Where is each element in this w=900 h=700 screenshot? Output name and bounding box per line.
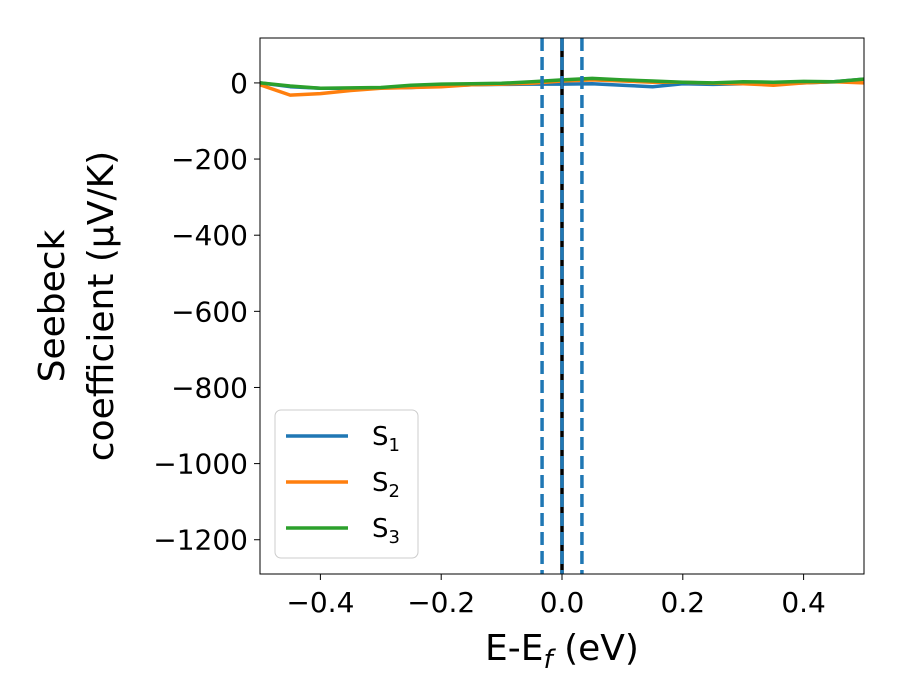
- y-axis-ticks: 0 −200 −400 −600 −800 −1000 −1200: [153, 67, 260, 557]
- y-tick-label: −1200: [153, 524, 248, 557]
- y-tick-label: −1000: [153, 448, 248, 481]
- y-tick-label: −800: [171, 371, 248, 404]
- x-tick-label: −0.2: [407, 586, 475, 619]
- legend-frame: [274, 409, 419, 559]
- y-axis-label-line2: coefficient (μV/K): [81, 151, 122, 461]
- x-tick-label: −0.4: [286, 586, 354, 619]
- legend: S1 S2 S3: [274, 409, 419, 559]
- x-tick-label: 0.0: [540, 586, 585, 619]
- y-tick-label: 0: [230, 67, 248, 100]
- plot-area: [260, 38, 864, 574]
- x-tick-label: 0.2: [661, 586, 706, 619]
- legend-label-s2: S2: [372, 468, 400, 502]
- x-axis-label: E-Ef (eV): [485, 628, 639, 675]
- y-tick-label: −600: [171, 295, 248, 328]
- x-tick-label: 0.4: [781, 586, 826, 619]
- x-axis-ticks: −0.4 −0.2 0.0 0.2 0.4: [286, 574, 826, 619]
- y-tick-label: −400: [171, 219, 248, 252]
- y-axis-label-line1: Seebeck: [32, 229, 73, 382]
- legend-label-s3: S3: [372, 514, 400, 548]
- legend-label-s1: S1: [372, 422, 400, 456]
- y-tick-label: −200: [171, 143, 248, 176]
